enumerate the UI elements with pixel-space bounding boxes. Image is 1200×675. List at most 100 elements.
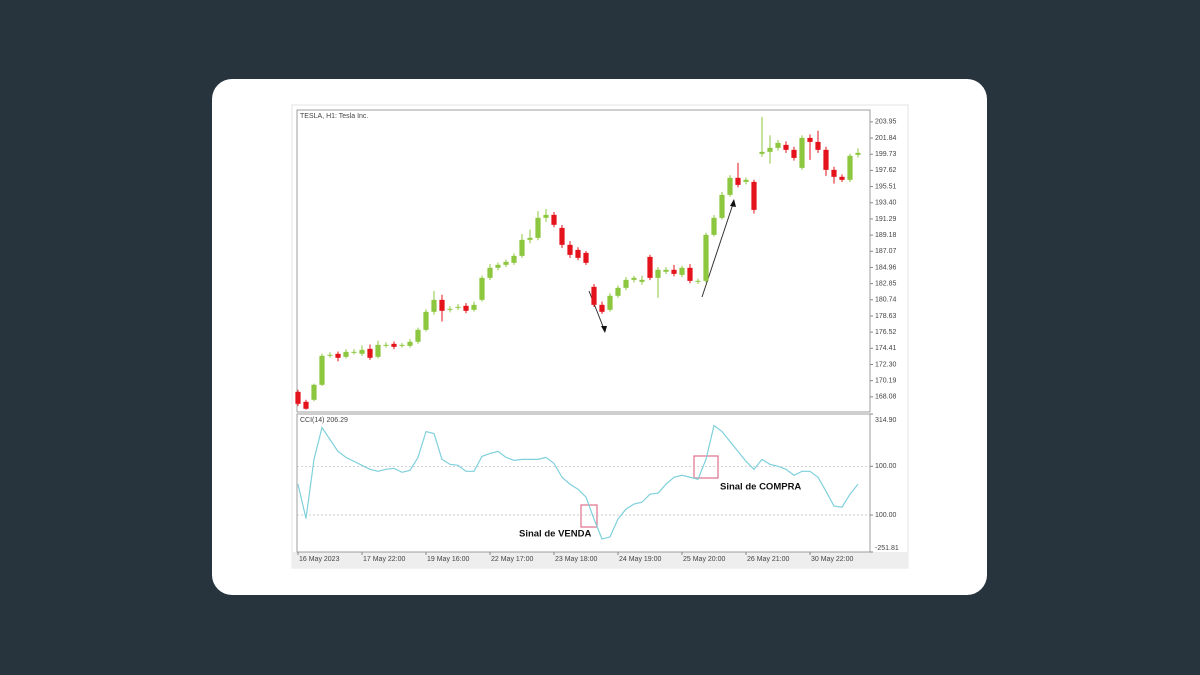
x-tick-label: 17 May 22:00 (363, 556, 406, 563)
candle-body (415, 329, 421, 342)
candle-body (647, 256, 653, 278)
candle-body (575, 249, 581, 258)
candle-body (679, 267, 685, 275)
candle-body (407, 341, 413, 346)
cci-title: CCI(14) 206.29 (300, 417, 348, 424)
candle-body (735, 177, 741, 185)
candle-body (495, 264, 501, 268)
candle-body (327, 354, 333, 356)
candle-body (527, 237, 533, 240)
price-panel (296, 109, 871, 413)
candle-body (639, 279, 645, 282)
candle-body (383, 344, 389, 346)
candle-body (591, 286, 597, 305)
sell-arrowhead (601, 326, 607, 333)
candle-body (551, 214, 557, 225)
y-tick-label: 193.40 (875, 200, 897, 207)
x-tick-label: 16 May 2023 (299, 556, 340, 563)
y-tick-label: 203.95 (875, 119, 897, 126)
time-axis-strip (292, 552, 908, 568)
x-tick-label: 25 May 20:00 (683, 556, 726, 563)
candle-body (431, 299, 437, 312)
candle-body (519, 239, 525, 256)
candle-body (503, 261, 509, 265)
candle-body (623, 279, 629, 288)
candle-body (423, 311, 429, 330)
candle-body (583, 252, 589, 263)
candle-body (799, 137, 805, 168)
candle-body (447, 308, 453, 310)
buy-arrowhead (730, 199, 736, 207)
candle-body (463, 305, 469, 311)
x-tick-label: 22 May 17:00 (491, 556, 534, 563)
candle-body (543, 214, 549, 218)
candle-body (367, 348, 373, 358)
candle-body (855, 152, 861, 155)
candle-body (343, 351, 349, 357)
candle-body (487, 267, 493, 278)
y-tick-label: 197.62 (875, 167, 897, 174)
candle-body (743, 179, 749, 182)
candle-body (815, 141, 821, 150)
y-tick-label: 199.73 (875, 151, 897, 158)
y-tick-label: 314.90 (875, 417, 897, 424)
buy-label: Sinal de COMPRA (720, 482, 801, 493)
candle-body (471, 304, 477, 310)
candle-body (319, 355, 325, 385)
y-tick-label: 182.85 (875, 280, 897, 287)
buy-arrow (701, 203, 734, 298)
candle-body (831, 169, 837, 177)
candle-body (391, 343, 397, 347)
candle-body (359, 349, 365, 354)
candle-body (479, 277, 485, 300)
candle-body (615, 287, 621, 296)
candle-body (719, 194, 725, 218)
candle-body (399, 344, 405, 346)
y-tick-label: 100.00 (875, 463, 897, 470)
y-tick-label: 201.84 (875, 135, 897, 142)
y-tick-label: 180.74 (875, 297, 897, 304)
x-tick-label: 23 May 18:00 (555, 556, 598, 563)
candle-body (711, 217, 717, 235)
candle-body (599, 304, 605, 312)
y-tick-label: 189.18 (875, 232, 897, 239)
price-title: TESLA, H1: Tesla Inc. (300, 113, 368, 120)
y-tick-label: 174.41 (875, 345, 897, 352)
y-tick-label: 184.96 (875, 264, 897, 271)
candle-body (775, 142, 781, 148)
candle-body (535, 217, 541, 238)
x-tick-label: 30 May 22:00 (811, 556, 854, 563)
candle-body (607, 295, 613, 310)
candle-body (335, 353, 341, 358)
candle-body (559, 227, 565, 245)
candle-body (783, 144, 789, 150)
candle-body (663, 269, 669, 272)
x-tick-label: 26 May 21:00 (747, 556, 790, 563)
candle-body (839, 176, 845, 180)
y-tick-label: 191.29 (875, 216, 897, 223)
y-tick-label: 168.08 (875, 394, 897, 401)
candle-body (455, 306, 461, 308)
cci-panel (296, 413, 871, 553)
candle-body (687, 267, 693, 281)
candle-body (807, 137, 813, 142)
candle-body (295, 391, 301, 404)
cci-line (297, 424, 859, 540)
candle-body (767, 147, 773, 152)
candle-body (311, 384, 317, 400)
y-tick-label: 170.19 (875, 377, 897, 384)
candle-body (751, 181, 757, 210)
y-tick-label: 176.52 (875, 329, 897, 336)
y-tick-label: 100.00 (875, 512, 897, 519)
candle-body (511, 255, 517, 263)
candle-body (439, 299, 445, 311)
x-tick-label: 19 May 16:00 (427, 556, 470, 563)
candle-body (303, 401, 309, 409)
candle-body (655, 269, 661, 278)
candle-body (351, 351, 357, 353)
candle-body (375, 344, 381, 357)
y-tick-label: 172.30 (875, 361, 897, 368)
candle-body (567, 244, 573, 255)
y-tick-label: -251.81 (875, 545, 899, 552)
